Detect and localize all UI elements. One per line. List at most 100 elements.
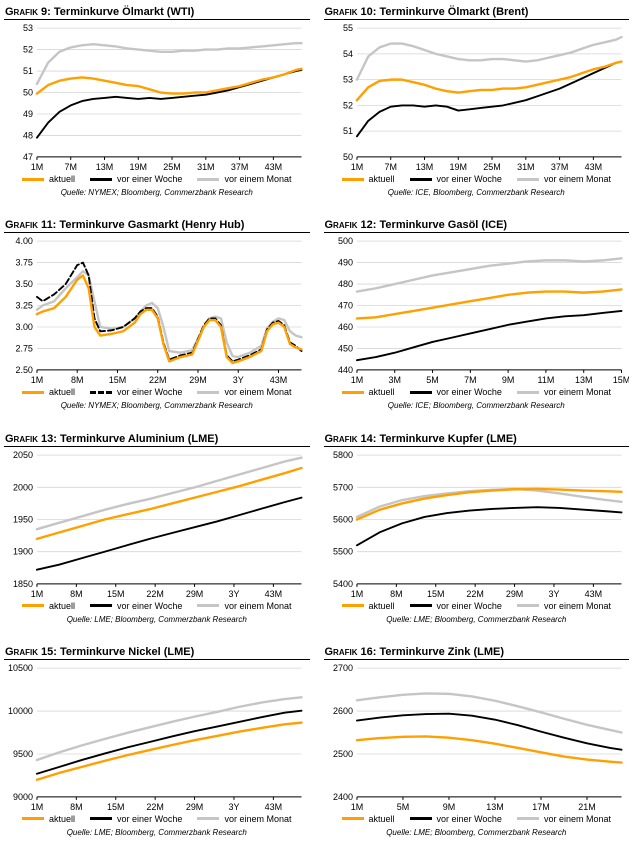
legend-label: vor einer Woche [117, 600, 183, 611]
svg-text:8M: 8M [70, 588, 82, 598]
chart-panel-aluminium: Grafik 13: Terminkurve Aluminium (LME) 1… [4, 431, 310, 644]
svg-text:15M: 15M [107, 802, 124, 812]
svg-text:5500: 5500 [332, 546, 352, 556]
legend-line-aktuell [341, 390, 364, 394]
legend-item-aktuell: aktuell [22, 174, 75, 184]
legend-item-month: vor einem Monat [516, 387, 611, 398]
legend-line-month [516, 390, 539, 394]
svg-text:53: 53 [342, 75, 352, 85]
legend-line-week [409, 177, 432, 181]
chart-legend: aktuell vor einer Woche vor einem Monat [4, 599, 310, 611]
legend-line-month [197, 604, 220, 607]
legend-label: aktuell [368, 813, 395, 824]
svg-text:21M: 21M [578, 802, 595, 812]
legend-item-week: vor einer Woche [409, 174, 502, 184]
svg-text:2500: 2500 [332, 749, 352, 759]
svg-text:3.00: 3.00 [15, 322, 32, 332]
legend-line-aktuell [22, 390, 44, 394]
chart-name: Terminkurve Ölmarkt (Brent) [379, 6, 529, 18]
chart-legend: aktuell vor einer Woche vor einem Monat [324, 599, 630, 611]
legend-line-month [516, 604, 539, 607]
forward-curve-chart-nickel: 9000 9500 10000 10500 1M 8M 15M 22M 29M 3Y 43M [8, 663, 303, 812]
legend-line-week [90, 817, 113, 821]
svg-text:3.50: 3.50 [15, 279, 32, 289]
chart-source: Quelle: ICE, Bloomberg, Commerzbank Rese… [387, 188, 565, 197]
svg-text:450: 450 [337, 344, 352, 354]
svg-text:2050: 2050 [13, 450, 33, 460]
legend-item-month: vor einem Monat [197, 601, 291, 611]
legend-line-week [90, 390, 113, 394]
chart-source: Quelle: LME; Bloomberg, Commerzbank Rese… [66, 827, 247, 837]
legend-item-week: vor einer Woche [409, 387, 502, 397]
forward-curve-chart-henry-hub: 2.50 2.75 3.00 3.25 3.50 3.75 4.00 1M 8M 15M 22M 29… [15, 236, 303, 385]
legend-label: vor einer Woche [436, 174, 502, 184]
svg-text:10000: 10000 [8, 706, 33, 716]
legend-item-week: vor einer Woche [90, 601, 182, 611]
svg-text:3M: 3M [388, 375, 400, 385]
chart-number-label: Grafik 9: [5, 6, 51, 18]
forward-curve-chart-gasoil: 440 450 460 470 480 490 500 1M 3M 5M 7M 9M 11M 13M 15M [337, 236, 629, 385]
legend-line-aktuell [341, 817, 364, 821]
chart-number-label: Grafik 10: [324, 6, 377, 18]
svg-text:1900: 1900 [13, 546, 33, 556]
svg-text:48: 48 [23, 130, 33, 140]
chart-panel-zink: Grafik 16: Terminkurve Zink (LME) 2400 25… [323, 644, 629, 857]
svg-text:3Y: 3Y [228, 802, 239, 812]
chart-source: Quelle: ICE; Bloomberg, Commerzbank Rese… [387, 401, 565, 411]
forward-curve-chart-zink: 2400 2500 2600 2700 1M 5M 9M 13M 17M 21M [332, 663, 623, 812]
chart-title: Grafik 11: Terminkurve Gasmarkt (Henry H… [4, 217, 310, 234]
legend-item-aktuell: aktuell [22, 814, 75, 824]
svg-text:22M: 22M [146, 802, 163, 812]
svg-text:15M: 15M [107, 588, 124, 598]
legend-line-week [90, 604, 113, 607]
chart-title: Grafik 12: Terminkurve Gasöl (ICE) [323, 217, 629, 234]
svg-text:1M: 1M [350, 162, 362, 172]
svg-text:22M: 22M [146, 588, 163, 598]
legend-item-aktuell: aktuell [22, 601, 75, 611]
legend-line-week [90, 177, 113, 181]
legend-line-month [516, 177, 539, 181]
svg-text:8M: 8M [70, 802, 82, 812]
legend-label: vor einem Monat [543, 387, 611, 398]
legend-item-week: vor einer Woche [409, 813, 502, 824]
svg-text:2.75: 2.75 [15, 344, 32, 354]
legend-item-aktuell: aktuell [341, 601, 395, 611]
svg-text:31M: 31M [197, 162, 214, 172]
svg-text:5M: 5M [396, 802, 408, 812]
forward-curve-chart-aluminium: 1850 1900 1950 2000 2050 1M 8M 15M 22M 29M 3Y 43M [13, 450, 303, 598]
svg-text:3Y: 3Y [233, 375, 244, 385]
chart-title: Grafik 9: Terminkurve Ölmarkt (WTI) [4, 4, 310, 20]
svg-text:1M: 1M [31, 162, 43, 172]
legend-line-month [197, 177, 220, 181]
chart-title: Grafik 15: Terminkurve Nickel (LME) [4, 644, 310, 660]
svg-text:52: 52 [342, 100, 352, 110]
svg-text:37M: 37M [231, 162, 248, 172]
svg-text:51: 51 [342, 126, 352, 136]
chart-source: Quelle: LME; Bloomberg, Commerzbank Rese… [66, 614, 247, 624]
legend-item-month: vor einem Monat [197, 387, 291, 397]
svg-text:19M: 19M [130, 162, 147, 172]
svg-text:5M: 5M [426, 375, 438, 385]
svg-text:43M: 43M [584, 162, 601, 172]
svg-text:9M: 9M [501, 375, 513, 385]
svg-text:11M: 11M [537, 375, 554, 385]
legend-line-aktuell [22, 604, 44, 607]
svg-text:9M: 9M [442, 802, 454, 812]
chart-number-label: Grafik 16: [324, 645, 377, 658]
legend-line-week [409, 390, 432, 394]
svg-text:1M: 1M [31, 802, 43, 812]
legend-label: vor einer Woche [117, 387, 183, 398]
legend-line-aktuell [22, 177, 44, 181]
legend-line-week [409, 817, 432, 821]
legend-label: aktuell [49, 174, 76, 184]
legend-label: vor einer Woche [436, 813, 502, 824]
legend-label: vor einer Woche [436, 600, 502, 611]
legend-line-month [197, 390, 220, 394]
legend-label: vor einem Monat [224, 600, 292, 611]
forward-curve-chart-brent: 50 51 52 53 54 55 1M 7M 13M 19M 25M 31M 37M 43M [342, 23, 623, 172]
legend-line-week [409, 604, 432, 607]
svg-text:51: 51 [23, 66, 33, 76]
svg-text:49: 49 [23, 109, 33, 119]
chart-legend: aktuell vor einer Woche vor einem Monat [4, 385, 310, 397]
